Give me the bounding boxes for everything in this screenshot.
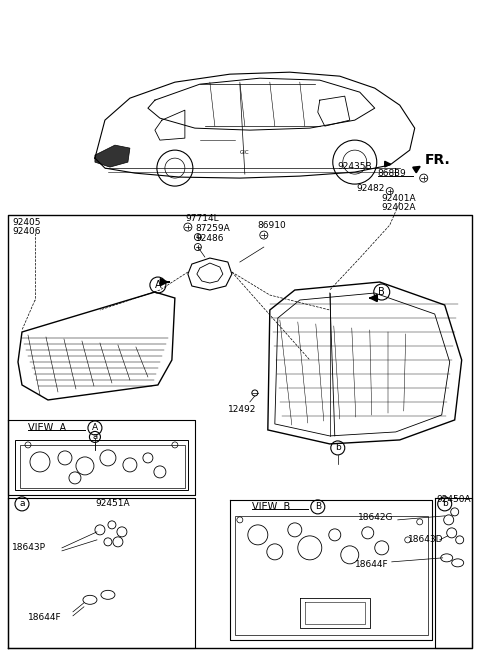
Text: 97714L: 97714L [185, 214, 218, 222]
Text: 92405: 92405 [12, 218, 40, 226]
Text: 92401A: 92401A [382, 193, 416, 203]
Text: A: A [92, 424, 98, 432]
Text: 92451A: 92451A [95, 499, 130, 508]
Text: FR.: FR. [425, 153, 450, 167]
Text: 86839: 86839 [378, 169, 407, 177]
Text: A: A [155, 280, 161, 290]
Text: 92406: 92406 [12, 226, 40, 236]
Text: 92435B: 92435B [338, 162, 372, 171]
Polygon shape [95, 145, 130, 167]
Text: VIEW  B: VIEW B [252, 502, 290, 512]
Text: 18644F: 18644F [355, 560, 388, 569]
Text: a: a [92, 432, 97, 442]
Text: 18644F: 18644F [28, 613, 61, 622]
Text: 87259A: 87259A [196, 224, 230, 232]
Text: 92482: 92482 [357, 183, 385, 193]
Text: 92450A: 92450A [437, 495, 471, 504]
Text: a: a [19, 499, 25, 508]
Text: VIEW  A: VIEW A [28, 423, 66, 433]
Text: b: b [335, 444, 341, 452]
Text: GIC: GIC [240, 150, 250, 155]
Text: B: B [378, 287, 385, 297]
Text: 18642G: 18642G [358, 513, 393, 522]
Text: B: B [315, 502, 321, 511]
Text: 92402A: 92402A [382, 203, 416, 212]
Text: 18643P: 18643P [12, 544, 46, 552]
Text: 92486: 92486 [196, 234, 224, 242]
Text: b: b [442, 499, 447, 508]
Text: 18643D: 18643D [408, 536, 443, 544]
Text: 12492: 12492 [228, 405, 256, 414]
Text: 86910: 86910 [258, 220, 287, 230]
